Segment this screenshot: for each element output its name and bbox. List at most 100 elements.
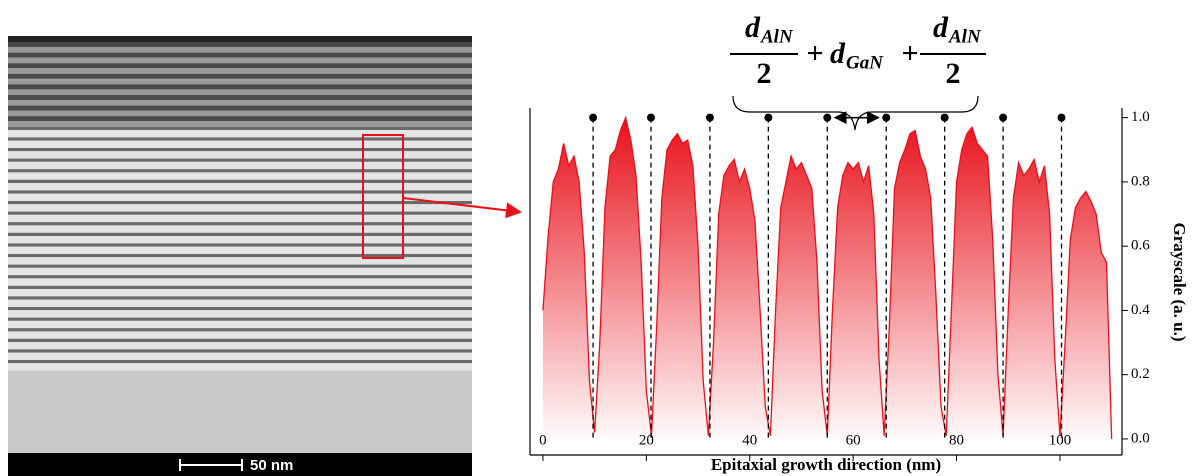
image-stripe bbox=[8, 63, 472, 69]
image-light-band bbox=[8, 140, 472, 148]
y-tick-label: 0.2 bbox=[1131, 366, 1150, 382]
formula-plus: + bbox=[806, 37, 823, 70]
marker-dot bbox=[823, 113, 832, 122]
y-tick-label: 0.4 bbox=[1131, 302, 1150, 318]
image-stripe bbox=[8, 328, 472, 332]
image-light-band bbox=[8, 100, 472, 106]
marker-dot bbox=[1057, 113, 1066, 122]
image-stripe bbox=[8, 211, 472, 215]
image-light-band bbox=[8, 193, 472, 201]
marker-dot bbox=[705, 113, 714, 122]
image-light-band bbox=[8, 363, 472, 371]
formula-symbol: d bbox=[933, 11, 949, 44]
image-stripe bbox=[8, 264, 472, 268]
image-stripe bbox=[8, 285, 472, 289]
image-stripe bbox=[8, 254, 472, 258]
image-light-band bbox=[8, 57, 472, 64]
formula-denominator: 2 bbox=[946, 57, 961, 90]
image-stripe bbox=[8, 296, 472, 300]
image-stripe bbox=[8, 42, 472, 47]
tem-image: 50 nm bbox=[8, 36, 472, 476]
image-light-band bbox=[8, 47, 472, 53]
image-light-band bbox=[8, 267, 472, 276]
marker-dot bbox=[999, 113, 1008, 122]
image-light-band bbox=[8, 68, 472, 74]
brace bbox=[732, 95, 979, 131]
bracket-formula: d AlN 2 + d GaN + d AlN 2 bbox=[730, 11, 986, 131]
formula-symbol: d bbox=[830, 37, 846, 70]
image-light-band bbox=[8, 225, 472, 233]
image-stripe bbox=[8, 307, 472, 311]
image-light-band bbox=[8, 236, 472, 244]
image-stripe bbox=[8, 126, 472, 130]
image-light-band bbox=[8, 352, 472, 360]
image-light-band bbox=[8, 110, 472, 117]
x-axis-label: Epitaxial growth direction (nm) bbox=[711, 455, 941, 474]
image-light-band bbox=[8, 246, 472, 254]
image-stripe bbox=[8, 148, 472, 152]
formula-subscript: AlN bbox=[948, 26, 982, 47]
image-stripe bbox=[8, 349, 472, 353]
marker-dot bbox=[589, 113, 598, 122]
x-tick-label: 80 bbox=[949, 432, 964, 448]
image-stripe bbox=[8, 222, 472, 226]
formula-denominator: 2 bbox=[757, 57, 772, 90]
y-axis-label: Grayscale (a. u.) bbox=[1170, 223, 1189, 342]
x-tick-label: 60 bbox=[846, 432, 861, 448]
image-light-band bbox=[8, 121, 472, 127]
image-light-band bbox=[8, 204, 472, 212]
image-light-band bbox=[8, 130, 472, 138]
image-top-edge bbox=[8, 36, 472, 42]
image-stripe bbox=[8, 52, 472, 58]
marker-dot bbox=[646, 113, 655, 122]
image-stripe bbox=[8, 243, 472, 247]
image-stripe bbox=[8, 95, 472, 100]
image-light-band bbox=[8, 214, 472, 223]
y-tick-label: 0.6 bbox=[1131, 238, 1150, 254]
image-light-band bbox=[8, 89, 472, 95]
image-light-band bbox=[8, 289, 472, 297]
marker-dot bbox=[764, 113, 773, 122]
image-stripe bbox=[8, 73, 472, 79]
x-tick-label: 0 bbox=[539, 432, 547, 448]
y-tick-label: 0.8 bbox=[1131, 173, 1150, 189]
image-light-band bbox=[8, 183, 472, 191]
image-stripe bbox=[8, 201, 472, 205]
image-stripe bbox=[8, 360, 472, 364]
image-stripe bbox=[8, 105, 472, 111]
image-stripe bbox=[8, 338, 472, 342]
marker-dot bbox=[882, 113, 891, 122]
image-light-band bbox=[8, 320, 472, 329]
scale-bar-label: 50 nm bbox=[250, 457, 293, 474]
image-stripe bbox=[8, 158, 472, 162]
image-stripe bbox=[8, 275, 472, 279]
image-stripe bbox=[8, 190, 472, 194]
formula-subscript: GaN bbox=[846, 52, 884, 73]
y-tick-label: 1.0 bbox=[1131, 109, 1150, 125]
image-light-band bbox=[8, 172, 472, 180]
image-stripe bbox=[8, 84, 472, 90]
image-light-band bbox=[8, 257, 472, 265]
image-light-band bbox=[8, 161, 472, 170]
selection-box bbox=[362, 134, 404, 259]
image-stripe bbox=[8, 179, 472, 183]
image-light-band bbox=[8, 278, 472, 286]
image-light-band bbox=[8, 151, 472, 159]
pointer-arrow bbox=[402, 197, 522, 219]
formula-symbol: d bbox=[745, 11, 761, 44]
image-stripe bbox=[8, 317, 472, 321]
image-stripe bbox=[8, 116, 472, 122]
formula-plus: + bbox=[901, 37, 918, 70]
image-light-band bbox=[8, 342, 472, 350]
area-fill bbox=[542, 117, 1112, 439]
image-stripe bbox=[8, 169, 472, 173]
image-light-band bbox=[8, 78, 472, 85]
y-tick-label: 0.0 bbox=[1131, 430, 1150, 446]
image-light-band bbox=[8, 299, 472, 307]
image-light-band bbox=[8, 310, 472, 318]
x-tick-label: 40 bbox=[742, 432, 757, 448]
marker-dot bbox=[940, 113, 949, 122]
image-stripe bbox=[8, 232, 472, 236]
x-tick-label: 20 bbox=[639, 432, 654, 448]
